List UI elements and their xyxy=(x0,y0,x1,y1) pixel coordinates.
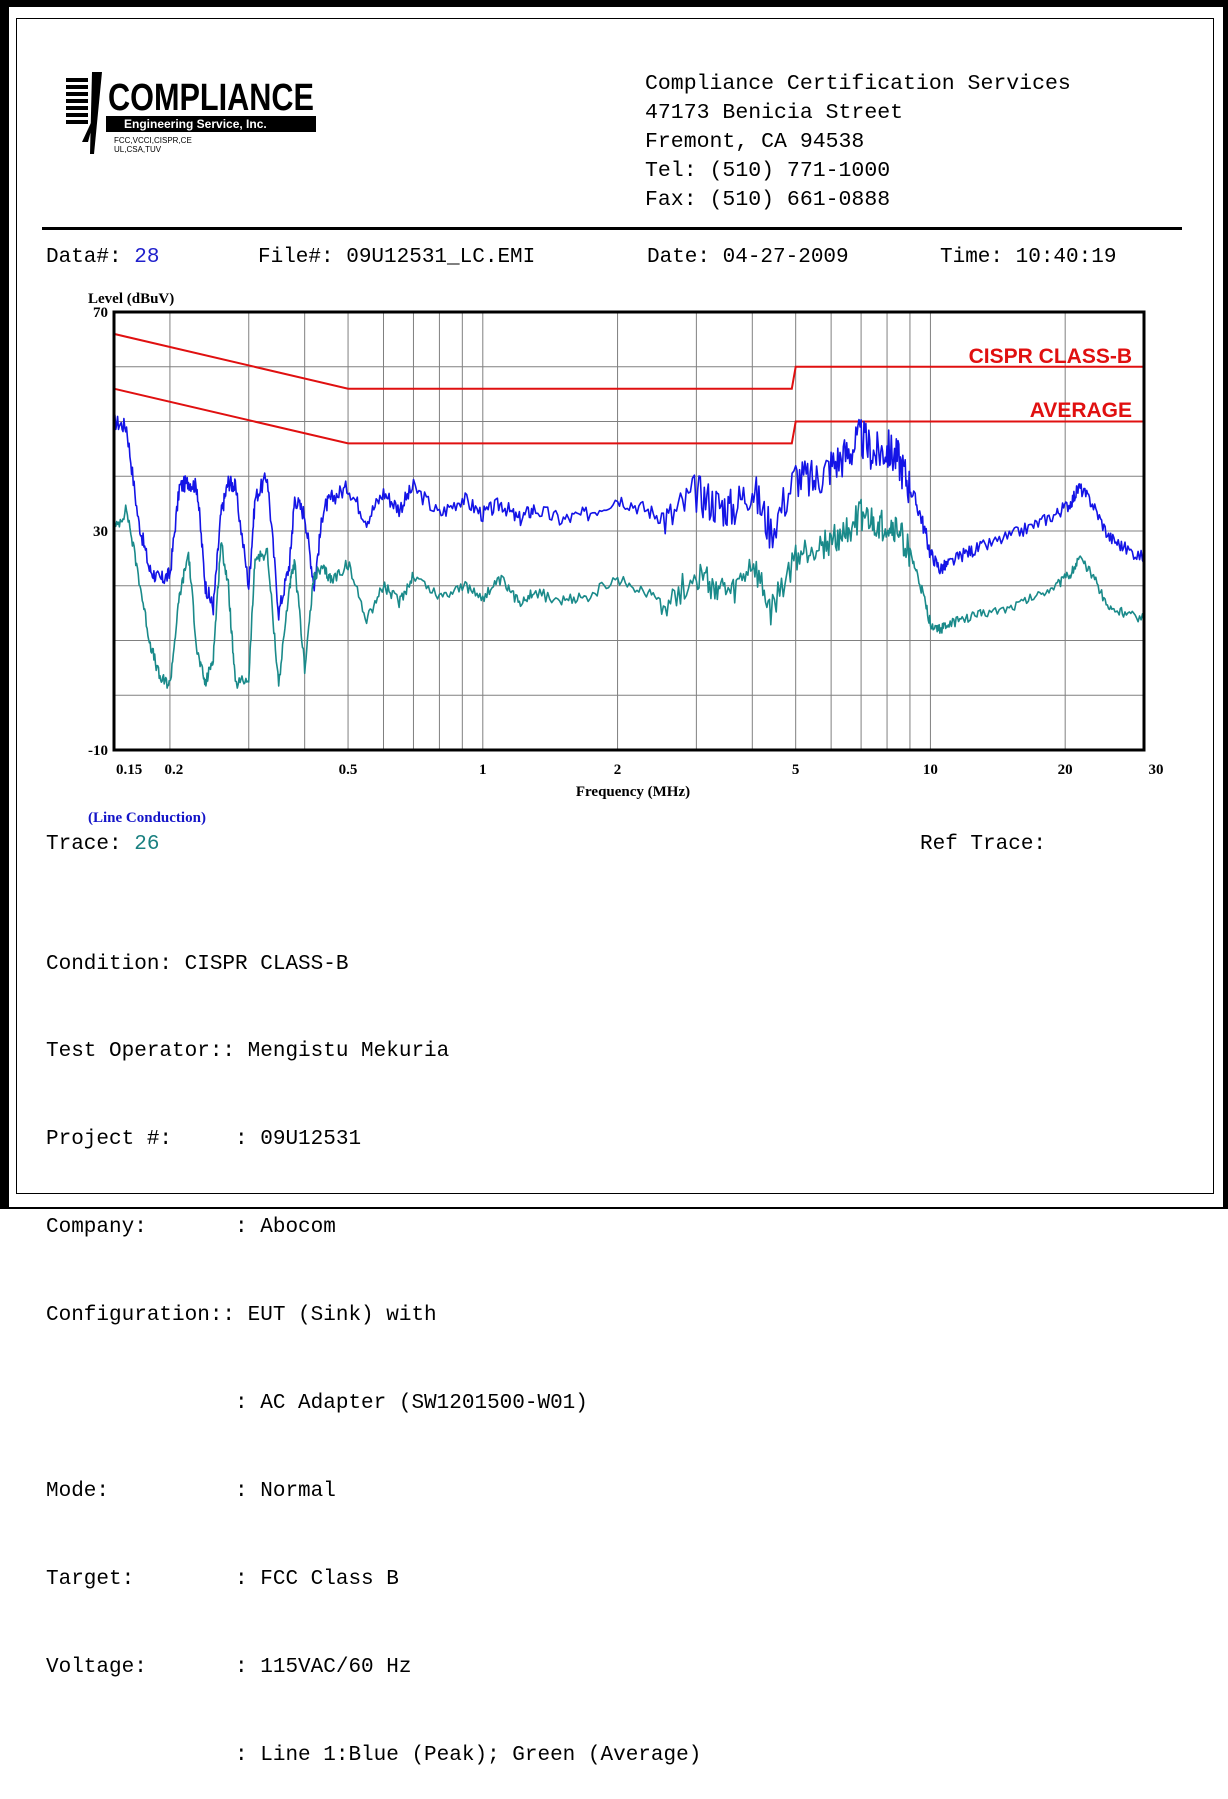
x-tick-label: 10 xyxy=(923,762,938,778)
logo-small-line1: FCC,VCCI,CISPR,CE xyxy=(114,136,192,145)
data-value: 28 xyxy=(134,246,160,269)
x-tick-label: 2 xyxy=(614,762,622,778)
x-tick-label: 0.15 xyxy=(116,762,142,778)
trace-number: Trace: 26 xyxy=(46,833,159,856)
detail-condition: Condition: CISPR CLASS-B xyxy=(46,952,349,976)
y-tick-label: 70 xyxy=(93,305,108,321)
trace-label: Trace: xyxy=(46,833,122,856)
x-tick-label: 20 xyxy=(1058,762,1073,778)
detail-target: Target: : FCC Class B xyxy=(46,1567,399,1591)
logo-name: COMPLIANCE xyxy=(108,77,314,119)
average-trace-line xyxy=(113,498,1145,689)
data-number: Data#: 28 xyxy=(46,246,159,269)
address-line-3: Fremont, CA 94538 xyxy=(645,130,865,154)
annotation-average: AVERAGE xyxy=(1030,399,1132,422)
x-tick-label: 0.2 xyxy=(165,762,184,778)
address-line-1: Compliance Certification Services xyxy=(645,72,1071,96)
plot-frame xyxy=(112,310,1146,752)
address-tel: Tel: (510) 771-1000 xyxy=(645,159,891,183)
test-details: Condition: CISPR CLASS-B Test Operator::… xyxy=(46,891,701,1799)
y-tick-label: 30 xyxy=(93,524,108,540)
file-number: File#: 09U12531_LC.EMI xyxy=(258,246,536,269)
detail-line: : Line 1:Blue (Peak); Green (Average) xyxy=(46,1743,702,1767)
x-axis-label: Frequency (MHz) xyxy=(576,784,690,800)
address-fax: Fax: (510) 661-0888 xyxy=(645,188,891,212)
address-line-2: 47173 Benicia Street xyxy=(645,101,904,125)
trace-value: 26 xyxy=(134,833,160,856)
detail-configuration: Configuration:: EUT (Sink) with xyxy=(46,1304,437,1328)
limit-lines xyxy=(113,332,1144,445)
x-tick-label: 5 xyxy=(792,762,800,778)
y-axis-label: Level (dBuV) xyxy=(88,291,174,307)
measurement-traces xyxy=(113,414,1145,689)
y-tick-label: -10 xyxy=(88,743,108,759)
chart-grid xyxy=(114,312,1144,750)
emi-chart: Level (dBuV) Frequency (MHz) (Line Condu… xyxy=(88,291,1164,826)
detail-mode: Mode: : Normal xyxy=(46,1479,336,1503)
data-label: Data#: xyxy=(46,246,122,269)
report-border xyxy=(16,18,1214,1194)
company-logo: COMPLIANCE Engineering Service, Inc. FCC… xyxy=(66,72,316,154)
detail-configuration-2: : AC Adapter (SW1201500-W01) xyxy=(46,1392,588,1416)
company-address: Compliance Certification Services 47173 B… xyxy=(645,70,1071,215)
logo-subtitle-bar xyxy=(106,116,316,132)
test-time: Time: 10:40:19 xyxy=(940,246,1117,269)
peak-trace-line xyxy=(113,414,1145,621)
annotation-cispr-class-b: CISPR CLASS-B xyxy=(969,345,1132,368)
chart-subtitle: (Line Conduction) xyxy=(88,810,206,826)
header-rule xyxy=(42,227,1182,230)
logo-subtitle: Engineering Service, Inc. xyxy=(124,117,267,131)
test-date: Date: 04-27-2009 xyxy=(647,246,849,269)
limit-line-cispr-class-b xyxy=(113,332,1144,390)
logo-emblem xyxy=(66,72,102,154)
detail-project: Project #: : 09U12531 xyxy=(46,1128,362,1152)
limit-line-average xyxy=(113,387,1144,445)
detail-operator: Test Operator:: Mengistu Mekuria xyxy=(46,1040,450,1064)
ref-trace: Ref Trace: xyxy=(920,833,1047,856)
detail-company: Company: : Abocom xyxy=(46,1216,336,1240)
x-tick-label: 0.5 xyxy=(339,762,358,778)
axis-ticks: 70 30 -10 0.15 0.2 0.5 1 2 5 10 20 30 xyxy=(88,305,1164,778)
page-frame xyxy=(0,0,1228,1209)
detail-voltage: Voltage: : 115VAC/60 Hz xyxy=(46,1655,412,1679)
logo-small-line2: UL,CSA,TUV xyxy=(114,145,162,154)
x-tick-label: 1 xyxy=(479,762,487,778)
x-tick-label: 30 xyxy=(1149,762,1164,778)
